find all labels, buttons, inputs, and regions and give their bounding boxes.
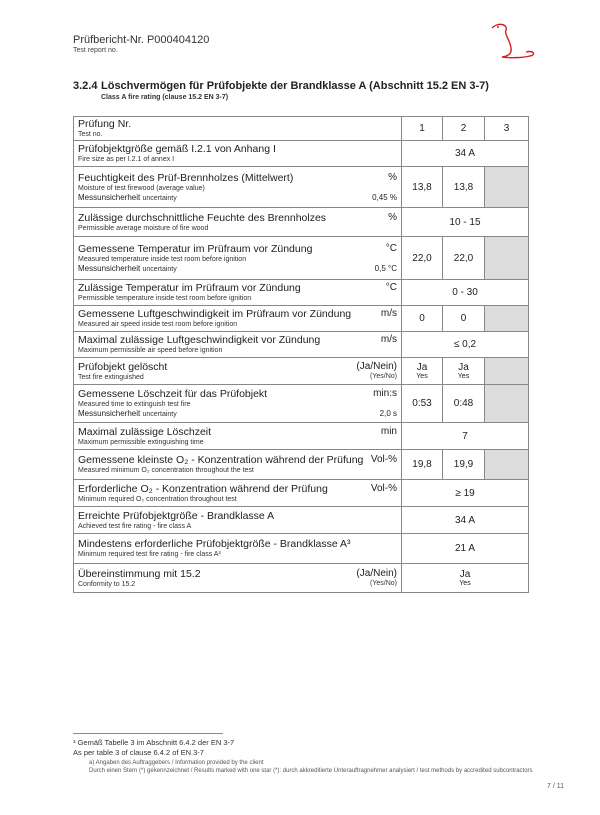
table-row: Zulässige durchschnittliche Feuchte des … <box>73 207 529 237</box>
value-cell: 21 A <box>401 533 529 564</box>
value-cell: 7 <box>401 422 529 450</box>
unit-label: min:s <box>373 388 397 399</box>
uncertainty: Messunsicherheit uncertainty 0,5 °C <box>78 263 397 273</box>
uncertainty: Messunsicherheit uncertainty 0,45 % <box>78 192 397 202</box>
value-cell: 0:48 <box>442 384 485 423</box>
value-cell: 13,8 <box>442 166 485 208</box>
value-cell: ≥ 19 <box>401 479 529 507</box>
section-subtitle: Class A fire rating (clause 15.2 EN 3-7) <box>101 94 229 101</box>
unit-label: °C <box>385 282 397 293</box>
unit-label: % <box>388 171 397 183</box>
table-row: Prüfobjektgröße gemäß I.2.1 von Anhang I… <box>73 140 529 167</box>
table-row: Erreichte Prüfobjektgröße - Brandklasse … <box>73 506 529 534</box>
table-row: Feuchtigkeit des Prüf-Brennholzes (Mitte… <box>73 166 529 208</box>
note-a: a) Angaben des Auftraggebers / Informati… <box>89 760 264 766</box>
unit-label: min <box>380 425 397 437</box>
uncertainty: Messunsicherheit uncertainty 2,0 s <box>78 409 397 418</box>
value-cell: ≤ 0,2 <box>401 331 529 358</box>
empty-cell <box>484 449 529 480</box>
table-row: Mindestens erforderliche Prüfobjektgröße… <box>73 533 529 564</box>
footnote-3: ³ Gemäß Tabelle 3 im Abschnitt 6.4.2 der… <box>73 738 235 747</box>
unit-label: (Ja/Nein) (Yes/No) <box>356 360 397 380</box>
value-cell: 0 <box>442 305 485 332</box>
empty-cell <box>484 357 529 385</box>
table-row: Gemessene kleinste O₂ - Konzentration wä… <box>73 449 529 480</box>
value-cell: 22,0 <box>401 236 443 280</box>
table-row: Übereinstimmung mit 15.2 Conformity to 15… <box>73 563 529 593</box>
table-row: Maximal zulässige Löschzeit Maximum permi… <box>73 422 529 450</box>
empty-cell <box>484 236 529 280</box>
report-number: Prüfbericht-Nr. P000404120 <box>73 34 210 46</box>
value-cell: 22,0 <box>442 236 485 280</box>
value-cell: 19,9 <box>442 449 485 480</box>
empty-cell <box>484 305 529 332</box>
table-row: Gemessene Temperatur im Prüfraum vor Zün… <box>73 236 529 280</box>
table-row: Gemessene Luftgeschwindigkeit im Prüfrau… <box>73 305 529 332</box>
page-number: 7 / 11 <box>547 783 564 790</box>
value-cell: Ja Yes <box>442 357 485 385</box>
table-row: Gemessene Löschzeit für das Prüfobjekt Me… <box>73 384 529 423</box>
value-cell: 0:53 <box>401 384 443 423</box>
unit-label: % <box>388 211 397 223</box>
table-row: Prüfobjekt gelöscht Test fire extinguishe… <box>73 357 529 385</box>
fire-rating-table: Prüfung Nr. Test no. 1 2 3 Prüfobjektgröß… <box>73 116 529 593</box>
value-cell: 13,8 <box>401 166 443 208</box>
value-cell: 0 <box>401 305 443 332</box>
table-header-row: Prüfung Nr. Test no. 1 2 3 <box>73 116 529 141</box>
footnote-3-en: As per table 3 of clause 6.4.2 of EN 3-7 <box>73 748 204 757</box>
section-title: 3.2.4 Löschvermögen für Prüfobjekte der B… <box>73 80 489 92</box>
value-cell: 34 A <box>401 140 529 167</box>
note-star: Durch einen Stern (*) gekennzeichnet / R… <box>89 768 533 774</box>
unit-label: m/s <box>380 334 397 345</box>
unit-label: m/s <box>380 308 397 319</box>
table-row: Erforderliche O₂ - Konzentration während… <box>73 479 529 507</box>
value-cell: 10 - 15 <box>401 207 529 237</box>
empty-cell <box>484 384 529 423</box>
value-cell: 19,8 <box>401 449 443 480</box>
table-row: Zulässige Temperatur im Prüfraum vor Zün… <box>73 279 529 306</box>
unit-label: (Ja/Nein) (Yes/No) <box>356 567 397 587</box>
empty-cell <box>484 166 529 208</box>
value-cell: Ja Yes <box>401 357 443 385</box>
unit-label: Vol-% <box>370 482 397 494</box>
signature-logo-icon <box>491 23 535 59</box>
footnote-divider <box>73 733 223 734</box>
report-number-en: Test report no. <box>73 47 118 54</box>
unit-label: °C <box>385 242 397 254</box>
value-cell: 34 A <box>401 506 529 534</box>
unit-label: Vol-% <box>370 454 397 465</box>
value-cell: 0 - 30 <box>401 279 529 306</box>
value-cell: Ja Yes <box>401 563 529 593</box>
table-row: Maximal zulässige Luftgeschwindigkeit vo… <box>73 331 529 358</box>
